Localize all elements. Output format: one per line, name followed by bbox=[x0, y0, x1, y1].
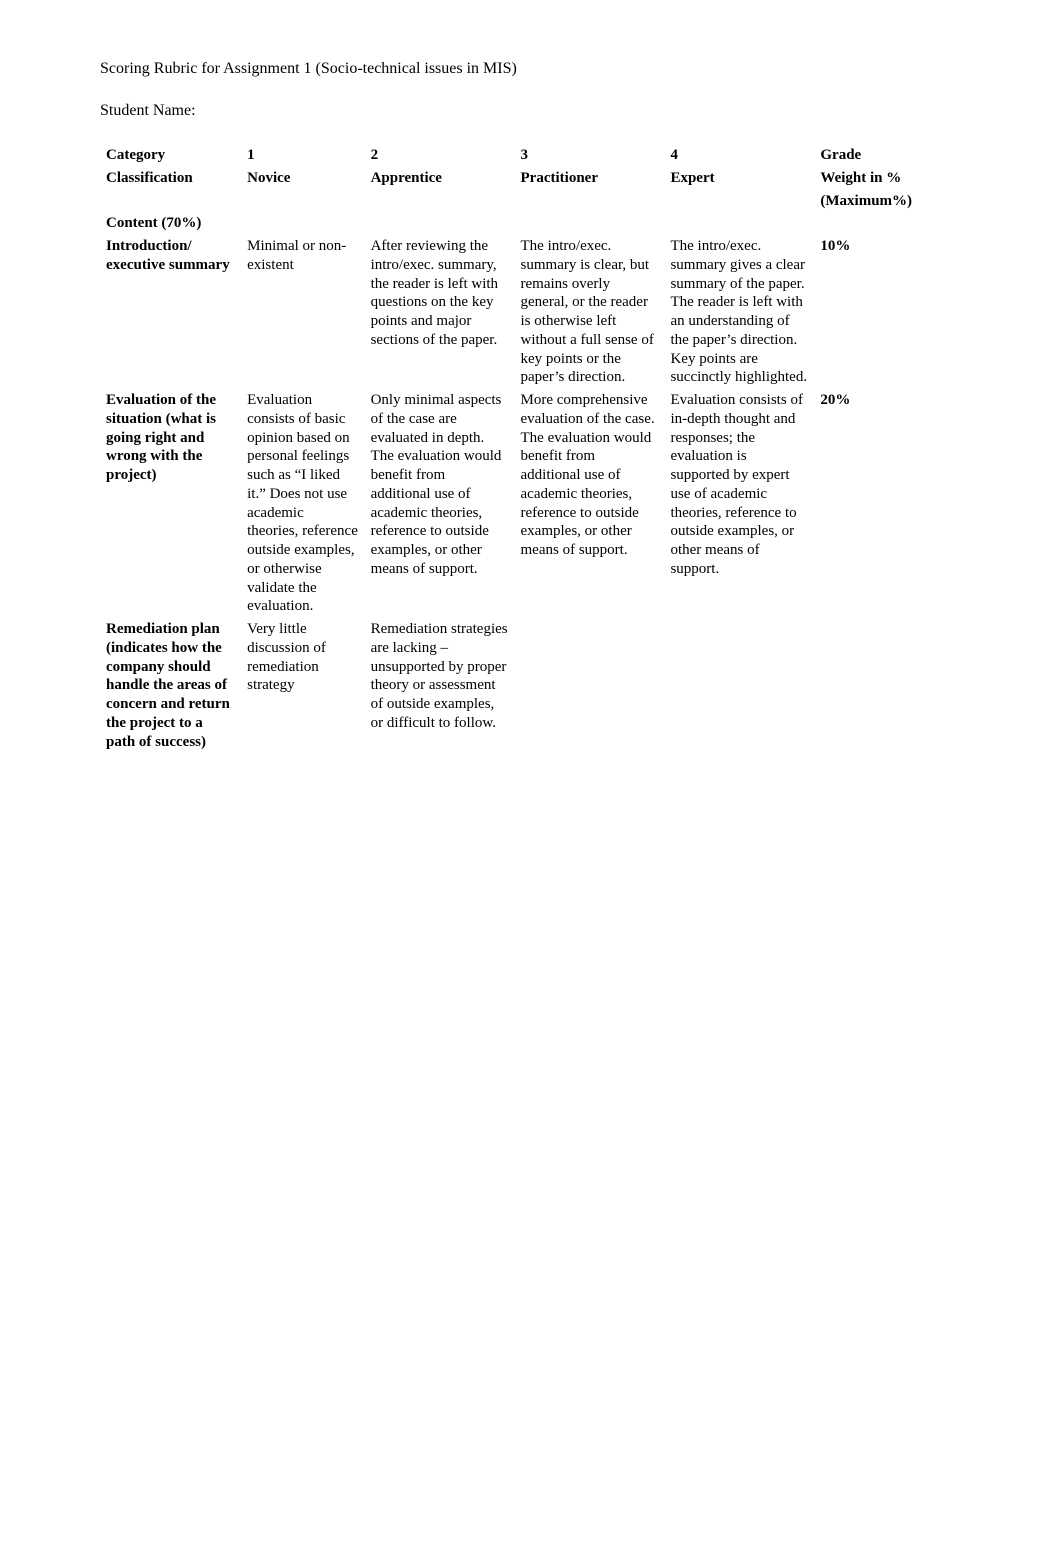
row-remediation-expert bbox=[664, 618, 814, 753]
row-remediation-apprentice: Remediation strategies are lacking – uns… bbox=[365, 618, 515, 753]
header-col3-label: Practitioner bbox=[515, 167, 665, 190]
header-grade: Grade bbox=[814, 144, 982, 167]
row-remediation-grade bbox=[814, 618, 982, 753]
table-row: Remediation plan (indicates how the comp… bbox=[100, 618, 982, 753]
row-remediation-practitioner bbox=[515, 618, 665, 753]
header-maximum: (Maximum%) bbox=[814, 190, 982, 213]
row-evaluation-expert: Evaluation consists of in-depth thought … bbox=[664, 389, 814, 618]
header-col1-label: Novice bbox=[241, 167, 364, 190]
row-intro-practitioner: The intro/exec. summary is clear, but re… bbox=[515, 235, 665, 389]
header-col2-num: 2 bbox=[365, 144, 515, 167]
row-intro-grade: 10% bbox=[814, 235, 982, 389]
row-intro-novice: Minimal or non-existent bbox=[241, 235, 364, 389]
row-evaluation-grade: 20% bbox=[814, 389, 982, 618]
row-evaluation-novice: Evaluation consists of basic opinion bas… bbox=[241, 389, 364, 618]
empty-cell bbox=[515, 212, 665, 235]
empty-cell bbox=[664, 190, 814, 213]
empty-cell bbox=[664, 212, 814, 235]
header-category: Category bbox=[100, 144, 241, 167]
header-col2-label: Apprentice bbox=[365, 167, 515, 190]
header-col4-label: Expert bbox=[664, 167, 814, 190]
table-header-row-1: Category 1 2 3 4 Grade bbox=[100, 144, 982, 167]
section-content-label: Content (70%) bbox=[100, 212, 241, 235]
row-remediation-name: Remediation plan (indicates how the comp… bbox=[100, 618, 241, 753]
empty-cell bbox=[241, 212, 364, 235]
row-intro-expert: The intro/exec. summary gives a clear su… bbox=[664, 235, 814, 389]
empty-cell bbox=[814, 212, 982, 235]
row-evaluation-name: Evaluation of the situation (what is goi… bbox=[100, 389, 241, 618]
row-intro-name: Introduction/ executive summary bbox=[100, 235, 241, 389]
table-header-row-3: (Maximum%) bbox=[100, 190, 982, 213]
row-evaluation-practitioner: More comprehensive evaluation of the cas… bbox=[515, 389, 665, 618]
table-header-row-2: Classification Novice Apprentice Practit… bbox=[100, 167, 982, 190]
empty-cell bbox=[365, 212, 515, 235]
table-row: Evaluation of the situation (what is goi… bbox=[100, 389, 982, 618]
rubric-table: Category 1 2 3 4 Grade Classification No… bbox=[100, 144, 982, 753]
header-classification: Classification bbox=[100, 167, 241, 190]
table-row: Introduction/ executive summary Minimal … bbox=[100, 235, 982, 389]
empty-cell bbox=[365, 190, 515, 213]
empty-cell bbox=[100, 190, 241, 213]
section-content-row: Content (70%) bbox=[100, 212, 982, 235]
student-name-label: Student Name: bbox=[100, 102, 982, 120]
row-remediation-novice: Very little discussion of remediation st… bbox=[241, 618, 364, 753]
header-weight: Weight in % bbox=[814, 167, 982, 190]
row-evaluation-apprentice: Only minimal aspects of the case are eva… bbox=[365, 389, 515, 618]
doc-title: Scoring Rubric for Assignment 1 (Socio-t… bbox=[100, 60, 982, 78]
header-col4-num: 4 bbox=[664, 144, 814, 167]
header-col3-num: 3 bbox=[515, 144, 665, 167]
header-col1-num: 1 bbox=[241, 144, 364, 167]
row-intro-apprentice: After reviewing the intro/exec. summary,… bbox=[365, 235, 515, 389]
empty-cell bbox=[241, 190, 364, 213]
empty-cell bbox=[515, 190, 665, 213]
